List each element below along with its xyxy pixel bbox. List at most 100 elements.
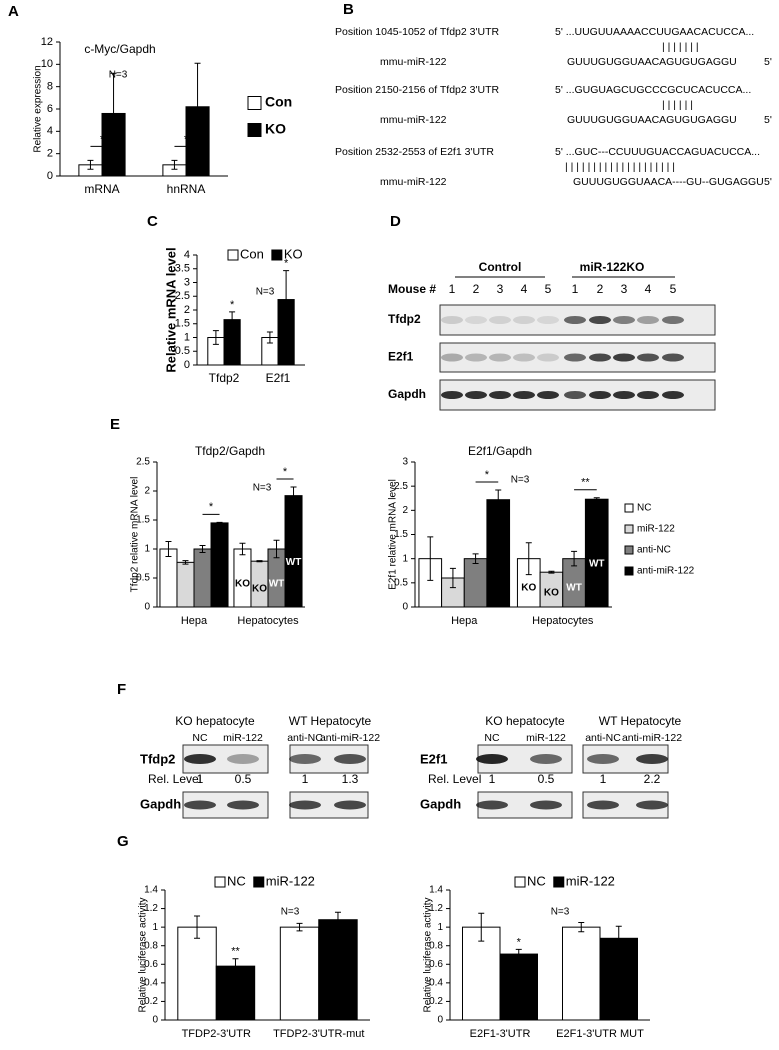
blot-band [465,316,487,324]
x-tick-label: TFDP2-3'UTR-mut [273,1028,364,1040]
target-label: E2f1 [420,751,447,766]
blot-band [662,316,684,324]
legend-swatch [247,123,262,137]
y-tick-label: 0 [152,1015,158,1026]
significance: ** [581,477,590,489]
lane-label: miR-122 [223,732,263,744]
blot-band [637,391,659,399]
group-title: WT Hepatocyte [599,714,682,728]
target-sequence: 5' ...UUGUUAAAACCUUGAACACUCCA... [555,26,754,38]
bar-label: KO [252,583,267,594]
panel-label: B [343,1,354,18]
target-label: Position 2150-2156 of Tfdp2 3'UTR [335,84,499,96]
y-axis-label: Relative mRNA level [163,247,178,372]
y-tick-label: 3 [402,457,408,468]
mirna-label: mmu-miR-122 [380,176,447,188]
rel-level: 0.5 [235,772,252,786]
blot-band [637,316,659,324]
legend-label: KO [265,121,286,137]
group-label: Control [479,260,522,274]
base-pairing: | | | | | | [662,99,693,111]
y-tick-label: 1 [437,922,443,933]
x-tick-label: E2F1-3'UTR MUT [556,1028,644,1040]
rel-level: 1 [302,772,309,786]
error-bar [449,567,456,589]
y-tick-label: 6 [47,103,53,115]
error-bar [515,948,522,960]
error-bar [87,159,94,170]
y-tick-label: 0 [184,359,190,371]
y-tick-label: 0.4 [144,977,158,988]
legend-swatch [624,566,634,576]
error-bar [182,560,189,565]
blot-band [589,353,611,362]
x-tick-label: Hepatocytes [532,615,594,627]
bar [210,522,229,608]
mirna-end: 5' [764,176,772,188]
y-tick-label: 0 [402,602,408,613]
y-tick-label: 8 [47,81,53,93]
y-tick-label: 0.4 [429,977,443,988]
group-title: KO hepatocyte [485,714,565,728]
legend-label: Con [265,94,292,110]
y-tick-label: 3 [184,276,190,288]
target-label: Position 2532-2553 of E2f1 3'UTR [335,146,494,158]
bar [463,558,488,608]
y-tick-label: 0.8 [429,940,443,951]
blot-band [662,391,684,399]
bar [284,495,303,608]
error-bar [578,922,585,933]
x-tick-label: E2f1 [266,371,291,385]
error-bar [296,922,303,932]
significance: * [100,133,105,145]
y-axis-label: Relative luciferase activity [423,897,434,1012]
y-tick-label: 0.5 [136,573,150,584]
legend-label: NC [227,873,246,888]
blot-band [227,800,259,810]
bar [177,926,217,1021]
panel-label: E [110,416,120,433]
blot-band [587,800,619,810]
y-tick-label: 1 [152,922,158,933]
y-tick-label: 0.2 [144,996,158,1007]
lane-label: anti-miR-122 [622,732,682,744]
mirna-sequence: GUUUGUGGUAACA----GU--GUGAGGU [573,176,764,188]
legend-label: NC [637,503,651,514]
blot-band [465,391,487,399]
x-tick-label: Hepa [451,615,478,627]
bar [193,548,212,608]
lane-number: 2 [597,282,604,296]
y-tick-label: 0 [144,602,150,613]
blot-band [587,754,619,764]
blot-band [513,391,535,399]
chart-title: c-Myc/Gapdh [84,42,155,56]
y-tick-label: 0.6 [429,959,443,970]
legend-label: miR-122 [266,873,315,888]
bar [176,561,195,608]
y-tick-label: 1.2 [429,903,443,914]
row-label: Gapdh [388,387,426,401]
blot-band [465,353,487,362]
x-tick-label: E2F1-3'UTR [470,1028,531,1040]
note: N=3 [253,483,272,494]
bar-label: WT [286,557,302,568]
error-bar [239,542,246,556]
y-tick-label: 2.5 [136,457,150,468]
lane-number: 3 [497,282,504,296]
bar-label: KO [544,588,559,599]
bar-label: KO [521,582,536,593]
error-bar [615,925,622,951]
lane-number: 1 [449,282,456,296]
y-tick-label: 1.5 [175,318,190,330]
x-tick-label: Hepa [181,615,208,627]
blot-band [441,353,463,362]
blot-band [636,754,668,764]
lane-number: 4 [645,282,652,296]
bar [279,926,320,1021]
bar [584,498,609,608]
note: N=3 [281,907,300,918]
lane-label: NC [484,732,500,744]
significance: ** [231,946,240,958]
row-label: E2f1 [388,350,414,364]
legend-swatch [247,96,262,110]
